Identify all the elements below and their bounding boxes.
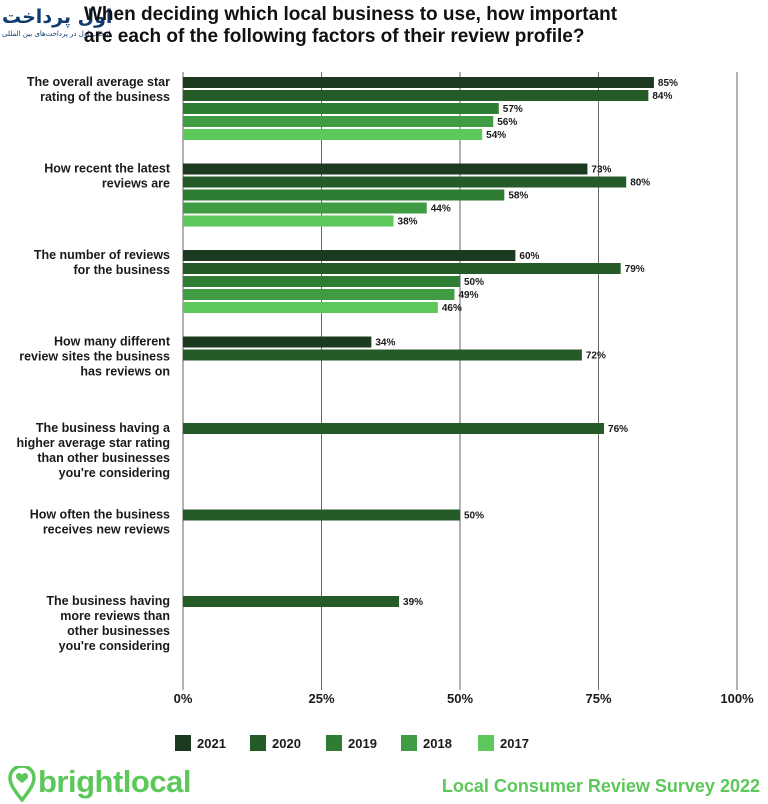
category-label: than other businesses bbox=[37, 451, 170, 465]
bar-2020 bbox=[183, 90, 649, 101]
category-label: How recent the latest bbox=[44, 162, 171, 176]
category-label: The business having a bbox=[36, 421, 171, 435]
data-label: 46% bbox=[442, 303, 462, 314]
data-label: 50% bbox=[464, 277, 484, 288]
legend-label: 2018 bbox=[423, 736, 452, 751]
category-label: has reviews on bbox=[80, 365, 170, 379]
data-label: 84% bbox=[652, 91, 672, 102]
category-label: review sites the business bbox=[19, 350, 170, 364]
category-label: you're considering bbox=[59, 639, 170, 653]
category-label: you're considering bbox=[59, 466, 170, 480]
brand-name: brightlocal bbox=[38, 764, 191, 799]
data-label: 80% bbox=[630, 178, 650, 189]
chart-title-line-2: are each of the following factors of the… bbox=[84, 26, 585, 47]
legend-label: 2017 bbox=[500, 736, 529, 751]
bar-chart: 0% 25% 50% 75% 100%The overall average starr… bbox=[16, 72, 754, 751]
x-tick-label: 75% bbox=[585, 691, 611, 706]
bar-2018 bbox=[183, 289, 455, 300]
data-label: 56% bbox=[497, 117, 517, 128]
legend-swatch-2021 bbox=[175, 735, 191, 751]
chart-title: When deciding which local business to us… bbox=[84, 4, 684, 48]
x-tick-label: 0% bbox=[174, 691, 193, 706]
legend-swatch-2020 bbox=[250, 735, 266, 751]
data-label: 79% bbox=[625, 264, 645, 275]
data-label: 73% bbox=[591, 165, 611, 176]
category-label: more reviews than bbox=[60, 609, 170, 623]
bar-2021 bbox=[183, 163, 588, 175]
category-label: The number of reviews bbox=[34, 248, 170, 262]
bar-2019 bbox=[183, 103, 499, 114]
data-label: 72% bbox=[586, 351, 606, 362]
bar-2019 bbox=[183, 189, 505, 201]
data-label: 58% bbox=[508, 191, 528, 202]
legend-label: 2020 bbox=[272, 736, 301, 751]
bar-2018 bbox=[183, 116, 494, 127]
watermark-name: اول پرداخت bbox=[2, 6, 113, 28]
bar-2021 bbox=[183, 77, 654, 88]
legend-swatch-2018 bbox=[401, 735, 417, 751]
category-label: receives new reviews bbox=[43, 523, 170, 537]
bar-2018 bbox=[183, 202, 427, 214]
bar-2020 bbox=[183, 596, 400, 607]
chart-title-line-1: When deciding which local business to us… bbox=[84, 4, 618, 25]
legend-label: 2021 bbox=[197, 736, 226, 751]
category-label: How many different bbox=[54, 335, 171, 349]
data-label: 60% bbox=[519, 251, 539, 262]
bar-2020 bbox=[183, 176, 627, 188]
bar-2020 bbox=[183, 349, 582, 361]
bar-2021 bbox=[183, 250, 516, 261]
x-tick-label: 100% bbox=[720, 691, 754, 706]
bar-2017 bbox=[183, 129, 483, 140]
category-label: for the business bbox=[73, 263, 170, 277]
data-label: 49% bbox=[458, 290, 478, 301]
bar-2017 bbox=[183, 215, 394, 227]
x-tick-label: 25% bbox=[308, 691, 334, 706]
bar-2021 bbox=[183, 336, 372, 348]
bar-2020 bbox=[183, 423, 605, 434]
data-label: 38% bbox=[398, 217, 418, 228]
watermark-logo: اول پرداخت انتخاب اول در پرداخت‌های بین … bbox=[0, 0, 150, 46]
legend-label: 2019 bbox=[348, 736, 377, 751]
category-label: rating of the business bbox=[40, 90, 170, 104]
category-label: other businesses bbox=[67, 624, 170, 638]
data-label: 57% bbox=[503, 104, 523, 115]
category-label: reviews are bbox=[102, 177, 170, 191]
x-tick-label: 50% bbox=[447, 691, 473, 706]
data-label: 50% bbox=[464, 511, 484, 522]
data-label: 39% bbox=[403, 597, 423, 608]
category-label: The business having bbox=[46, 594, 170, 608]
category-label: How often the business bbox=[30, 508, 170, 522]
category-label: The overall average star bbox=[27, 75, 170, 89]
data-label: 44% bbox=[431, 204, 451, 215]
data-label: 54% bbox=[486, 130, 506, 141]
watermark-tagline: انتخاب اول در پرداخت‌های بین المللی bbox=[2, 30, 111, 38]
bar-2017 bbox=[183, 302, 438, 313]
bar-2019 bbox=[183, 276, 460, 287]
legend-swatch-2017 bbox=[478, 735, 494, 751]
heart-location-pin-icon bbox=[8, 766, 36, 802]
data-label: 34% bbox=[375, 338, 395, 349]
category-label: higher average star rating bbox=[16, 436, 170, 450]
bar-2020 bbox=[183, 509, 460, 521]
data-label: 76% bbox=[608, 424, 628, 435]
data-label: 85% bbox=[658, 78, 678, 89]
survey-name: Local Consumer Review Survey 2022 bbox=[441, 776, 760, 796]
legend-swatch-2019 bbox=[326, 735, 342, 751]
bar-2020 bbox=[183, 263, 621, 274]
